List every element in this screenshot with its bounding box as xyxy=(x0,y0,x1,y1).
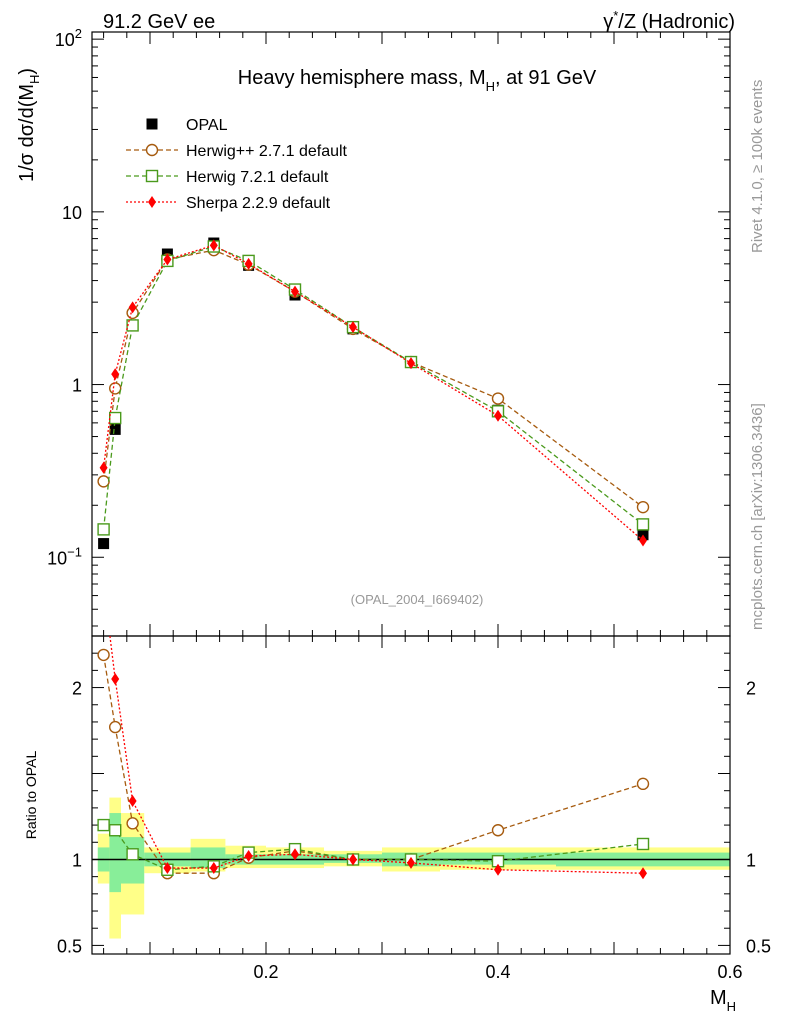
series-line xyxy=(102,245,644,530)
legend-label: Herwig 7.2.1 default xyxy=(186,169,329,186)
data-point xyxy=(349,853,357,866)
data-point xyxy=(128,301,137,314)
data-point xyxy=(145,169,159,183)
data-point xyxy=(636,837,650,851)
data-point xyxy=(163,862,172,875)
data-point xyxy=(639,867,647,880)
ratio-tick-label-right: 1 xyxy=(746,850,756,870)
main-series xyxy=(97,237,650,550)
ratio-line xyxy=(102,654,644,874)
data-point xyxy=(126,817,139,830)
data-point xyxy=(108,824,122,837)
data-point xyxy=(244,850,253,863)
analysis-id-watermark: (OPAL_2004_I669402) xyxy=(351,592,484,607)
data-point xyxy=(111,368,120,381)
data-point xyxy=(494,863,502,876)
ratio-tick-label-right: 0.5 xyxy=(746,936,771,956)
y-tick-label: 10−1 xyxy=(47,544,82,568)
chart-title: Heavy hemisphere mass, MH, at 91 GeV xyxy=(238,67,597,94)
data-point xyxy=(494,409,502,422)
rivet-version-label: Rivet 4.1.0, ≥ 100k events xyxy=(749,80,766,253)
data-point xyxy=(291,848,299,861)
data-point xyxy=(407,856,415,869)
x-tick-label: 0.6 xyxy=(717,962,742,982)
y-tick-label: 102 xyxy=(55,26,82,50)
x-axis-label: MH xyxy=(710,987,736,1014)
ratio-series xyxy=(97,578,650,880)
ratio-line xyxy=(109,636,644,874)
data-point xyxy=(491,392,505,405)
data-point xyxy=(98,538,110,550)
data-point xyxy=(491,824,505,837)
legend-label: OPAL xyxy=(186,117,228,134)
ratio-plot-frame xyxy=(91,635,731,955)
legend-label: Sherpa 2.2.9 default xyxy=(186,195,331,212)
data-point xyxy=(99,461,108,474)
data-point xyxy=(97,523,110,536)
y-tick-label: 1 xyxy=(72,376,82,396)
energy-label: 91.2 GeV ee xyxy=(103,11,215,33)
data-point xyxy=(291,285,299,298)
band-green-bin xyxy=(109,813,121,893)
legend: OPAL Herwig++ 2.7.1 default Herwig 7.2.1 d… xyxy=(126,117,348,212)
data-point xyxy=(108,411,122,425)
data-point xyxy=(209,239,218,252)
data-point xyxy=(163,253,172,266)
series-line xyxy=(102,249,644,508)
data-point xyxy=(636,777,650,791)
x-tick-label: 0.4 xyxy=(485,962,510,982)
data-point xyxy=(128,795,137,808)
process-label: γ*/Z (Hadronic) xyxy=(603,8,735,33)
ratio-tick-label: 2 xyxy=(72,679,82,699)
ratio-y-axis-label: Ratio to OPAL xyxy=(23,751,39,840)
ratio-tick-label: 1 xyxy=(72,850,82,870)
data-point xyxy=(407,357,415,370)
data-point xyxy=(126,319,139,332)
y-tick-label: 10 xyxy=(62,203,82,223)
data-point xyxy=(97,475,110,488)
tick-labels: 0.2 0.4 0.6 10−1 1 10 102 0.5 0.5 1 1 2 2 xyxy=(47,26,771,982)
data-point xyxy=(636,500,650,514)
y-axis-label: 1/σ dσ/d(MH) xyxy=(16,68,42,182)
data-point xyxy=(126,848,139,861)
data-point xyxy=(244,257,253,270)
data-point xyxy=(148,196,156,208)
x-tick-label: 0.2 xyxy=(253,962,278,982)
data-point xyxy=(145,143,159,157)
data-point xyxy=(97,818,110,832)
data-point xyxy=(349,321,357,334)
data-point xyxy=(146,118,158,130)
ratio-tick-label-right: 2 xyxy=(746,679,756,699)
data-point xyxy=(100,578,108,590)
mcplots-reference-label: mcplots.cern.ch [arXiv:1306.3436] xyxy=(749,403,766,630)
data-point xyxy=(108,720,122,734)
data-point xyxy=(209,862,218,875)
data-point xyxy=(111,672,120,685)
data-point xyxy=(639,534,647,547)
data-point xyxy=(636,518,650,531)
data-point xyxy=(109,423,121,435)
ratio-tick-label: 0.5 xyxy=(57,936,82,956)
data-point xyxy=(108,382,122,395)
series-line xyxy=(102,244,644,542)
data-point xyxy=(97,648,110,662)
legend-label: Herwig++ 2.7.1 default xyxy=(186,143,348,160)
